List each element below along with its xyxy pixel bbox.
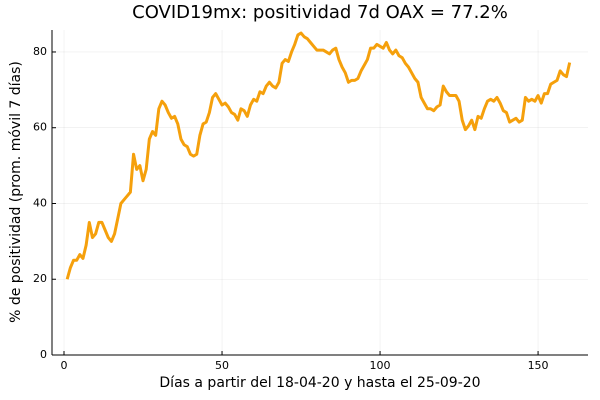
data-line: [65, 31, 572, 280]
y-tick-label: 20: [33, 272, 47, 285]
x-tick-label: 100: [370, 359, 391, 372]
x-tick-label: 0: [61, 359, 68, 372]
x-axis-label: Días a partir del 18-04-20 y hasta el 25…: [159, 375, 480, 391]
y-tick-label: 40: [33, 196, 47, 209]
x-tick-label: 50: [215, 359, 229, 372]
chart-title: COVID19mx: positividad 7d OAX = 77.2%: [132, 2, 508, 23]
y-tick-label: 0: [40, 348, 47, 361]
y-tick-label: 80: [33, 45, 47, 58]
y-tick-label: 60: [33, 121, 47, 134]
y-axis-label: % de positividad (prom. móvil 7 días): [8, 61, 24, 323]
x-tick-label: 150: [528, 359, 549, 372]
